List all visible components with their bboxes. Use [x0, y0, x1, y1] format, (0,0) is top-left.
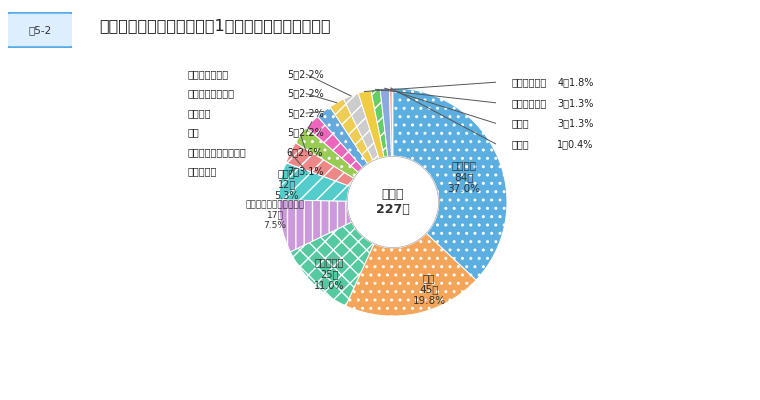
Text: 3人1.3%: 3人1.3% — [557, 118, 594, 128]
Wedge shape — [393, 88, 507, 280]
Wedge shape — [286, 143, 354, 186]
Text: 墜落・転落
25人
11.0%: 墜落・転落 25人 11.0% — [314, 257, 344, 290]
Text: 5人2.2%: 5人2.2% — [287, 89, 324, 99]
Text: 事故の型別死傷者数〔休業1日以上（令和元年度）〕: 事故の型別死傷者数〔休業1日以上（令和元年度）〕 — [99, 18, 331, 34]
Text: 交通事故（道路）: 交通事故（道路） — [188, 89, 235, 99]
Text: 激突: 激突 — [188, 128, 199, 138]
Wedge shape — [346, 233, 476, 316]
Text: 武道訓練
84人
37.0%: 武道訓練 84人 37.0% — [447, 160, 480, 194]
Wedge shape — [359, 90, 384, 158]
Text: 特殊危険災害: 特殊危険災害 — [511, 77, 546, 87]
Text: 1人0.4%: 1人0.4% — [557, 139, 594, 149]
Wedge shape — [389, 88, 393, 156]
Text: 死傷者
227人: 死傷者 227人 — [376, 188, 410, 216]
Text: はさまれ・巻き込まれ: はさまれ・巻き込まれ — [188, 147, 246, 157]
Text: 3人1.3%: 3人1.3% — [557, 98, 594, 108]
Wedge shape — [318, 107, 368, 168]
Text: 7人3.1%: 7人3.1% — [287, 166, 323, 176]
Wedge shape — [306, 116, 363, 172]
Text: 切れ・こすれ: 切れ・こすれ — [511, 98, 546, 108]
Text: 転倒
45人
19.8%: 転倒 45人 19.8% — [413, 273, 445, 306]
Text: 飛来・落下: 飛来・落下 — [188, 166, 217, 176]
Wedge shape — [344, 93, 379, 161]
Text: 5人2.2%: 5人2.2% — [287, 108, 324, 118]
Wedge shape — [371, 89, 388, 157]
Text: 6人2.6%: 6人2.6% — [287, 147, 323, 157]
Wedge shape — [279, 200, 352, 252]
Text: 5人2.2%: 5人2.2% — [287, 69, 324, 79]
Wedge shape — [296, 128, 358, 178]
Wedge shape — [279, 163, 350, 201]
Wedge shape — [380, 88, 391, 157]
Text: 暴行等: 暴行等 — [511, 118, 529, 128]
Text: 4人1.8%: 4人1.8% — [557, 77, 594, 87]
Wedge shape — [330, 99, 373, 164]
Text: 5人2.2%: 5人2.2% — [287, 128, 324, 138]
Text: 図5-2: 図5-2 — [28, 25, 52, 35]
Text: おぼれ: おぼれ — [511, 139, 529, 149]
Text: 激突され: 激突され — [188, 108, 211, 118]
FancyBboxPatch shape — [5, 13, 74, 47]
Text: 動作の反動・無理な動作
17人
7.5%: 動作の反動・無理な動作 17人 7.5% — [245, 200, 305, 230]
Circle shape — [347, 156, 439, 248]
Text: その他
12人
5.3%: その他 12人 5.3% — [274, 168, 299, 201]
Wedge shape — [290, 222, 374, 306]
Text: レク・スポーツ: レク・スポーツ — [188, 69, 229, 79]
